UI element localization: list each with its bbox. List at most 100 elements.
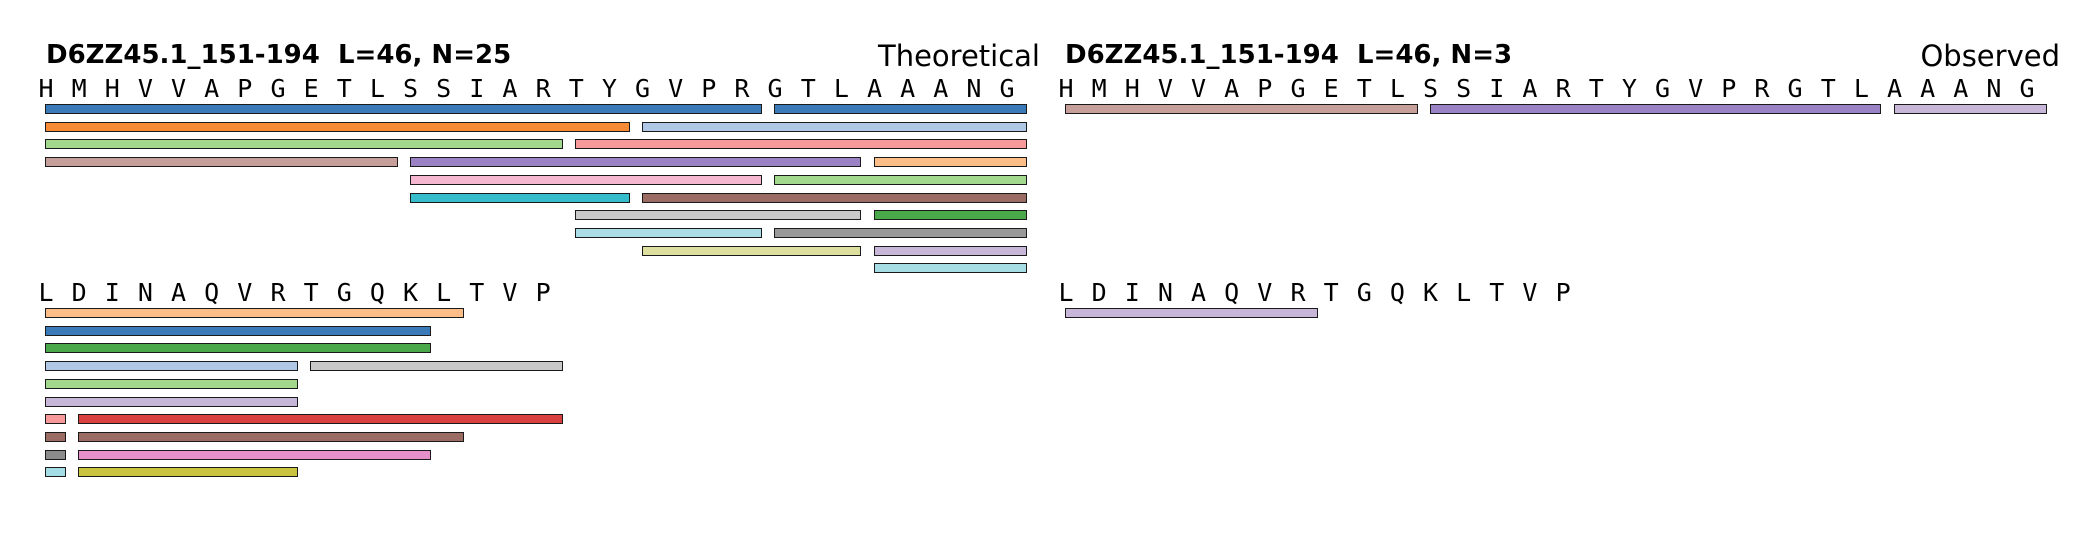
residue-letter: G <box>767 74 783 103</box>
peptide-bar <box>45 104 763 114</box>
residue-letter: Y <box>1621 74 1637 103</box>
residue-letter: G <box>634 74 651 103</box>
residue-letter: V <box>171 74 187 103</box>
peptide-bar <box>409 192 630 203</box>
residue-letter: T <box>568 74 584 103</box>
residue-letter: M <box>1091 74 1107 103</box>
residue-letter: N <box>966 74 982 103</box>
residue-letter: D <box>71 278 87 307</box>
residue-letter: T <box>800 74 816 103</box>
residue-letter: A <box>900 74 916 103</box>
peptide-bar <box>45 308 464 318</box>
peptide-bar <box>641 121 1028 132</box>
residue-letter: P <box>701 74 717 103</box>
residue-letter: E <box>303 74 319 103</box>
residue-letter: T <box>1323 278 1339 307</box>
residue-letter: Q <box>369 278 385 307</box>
peptide-bar <box>774 227 1028 238</box>
residue-letter: A <box>502 74 518 103</box>
peptide-bar <box>575 227 763 238</box>
peptide-bar <box>873 210 1028 221</box>
peptide-bar <box>873 263 1028 274</box>
residue-letter: G <box>1290 74 1306 103</box>
observed-panel-title: D6ZZ45.1_151-194 L=46, N=3 <box>1065 40 1513 70</box>
residue-letter: P <box>237 74 253 103</box>
residue-letter: Q <box>204 278 220 307</box>
residue-letter: V <box>237 278 253 307</box>
residue-letter: L <box>436 278 452 307</box>
residue-letter: G <box>336 278 352 307</box>
peptide-bar <box>45 139 564 150</box>
peptide-bar <box>45 467 67 478</box>
peptide-bar <box>1065 104 1418 114</box>
residue-letter: A <box>171 278 187 307</box>
residue-letter: V <box>1522 278 1538 307</box>
peptide-bar <box>774 104 1028 114</box>
residue-letter: H <box>1124 74 1140 103</box>
peptide-bar <box>873 157 1028 168</box>
residue-letter: P <box>1257 74 1273 103</box>
residue-letter: Y <box>601 74 617 103</box>
peptide-bar <box>641 245 862 256</box>
residue-letter: L <box>1058 278 1074 307</box>
residue-letter: T <box>1356 74 1372 103</box>
peptide-bar <box>45 449 67 460</box>
peptide-bar <box>45 343 431 354</box>
peptide-bar <box>873 245 1028 256</box>
residue-letter: S <box>1423 74 1439 103</box>
residue-letter: I <box>469 74 485 103</box>
residue-letter: V <box>1191 74 1207 103</box>
residue-letter: K <box>403 278 419 307</box>
residue-letter: R <box>1754 74 1770 103</box>
residue-letter: Q <box>1224 278 1240 307</box>
peptide-bar <box>1893 104 2048 114</box>
residue-letter: T <box>336 74 352 103</box>
theoretical-panel-title: D6ZZ45.1_151-194 L=46, N=25 <box>46 40 512 70</box>
residue-letter: G <box>1787 74 1803 103</box>
residue-letter: S <box>436 74 452 103</box>
residue-letter: P <box>535 278 551 307</box>
residue-letter: T <box>1489 278 1505 307</box>
peptide-bar <box>409 157 862 168</box>
peptide-bar <box>641 192 1028 203</box>
residue-letter: A <box>1920 74 1936 103</box>
residue-letter: P <box>1555 278 1571 307</box>
residue-letter: L <box>833 74 849 103</box>
residue-letter: V <box>1688 74 1704 103</box>
peptide-bar <box>45 396 299 407</box>
theoretical-panel-label: Theoretical <box>877 39 1040 73</box>
residue-letter: R <box>1290 278 1306 307</box>
residue-letter: H <box>1058 74 1074 103</box>
peptide-bar <box>45 325 431 336</box>
residue-letter: T <box>1588 74 1604 103</box>
residue-letter: L <box>1389 74 1405 103</box>
residue-letter: N <box>1986 74 2002 103</box>
residue-letter: N <box>137 278 153 307</box>
residue-letter: V <box>668 74 684 103</box>
peptide-bar <box>774 174 1028 185</box>
peptide-bar <box>1065 308 1319 318</box>
peptide-bar <box>45 361 299 372</box>
residue-letter: R <box>535 74 551 103</box>
residue-letter: D <box>1091 278 1107 307</box>
residue-letter: E <box>1323 74 1339 103</box>
residue-letter: V <box>1157 74 1173 103</box>
residue-letter: T <box>469 278 485 307</box>
peptide-bar <box>78 467 299 478</box>
residue-letter: I <box>104 278 120 307</box>
residue-letter: R <box>1555 74 1571 103</box>
residue-letter: A <box>866 74 883 103</box>
residue-letter: R <box>734 74 750 103</box>
residue-letter: G <box>999 74 1015 103</box>
residue-letter: L <box>369 74 385 103</box>
peptide-bar <box>575 139 1028 150</box>
peptide-bar <box>45 414 67 425</box>
residue-letter: A <box>204 74 220 103</box>
residue-letter: G <box>1356 278 1372 307</box>
peptide-bar <box>575 210 862 221</box>
residue-letter: A <box>1191 278 1207 307</box>
peptide-bar <box>45 431 67 442</box>
residue-letter: A <box>933 74 949 103</box>
peptide-bar <box>78 449 431 460</box>
residue-letter: A <box>1224 74 1240 103</box>
